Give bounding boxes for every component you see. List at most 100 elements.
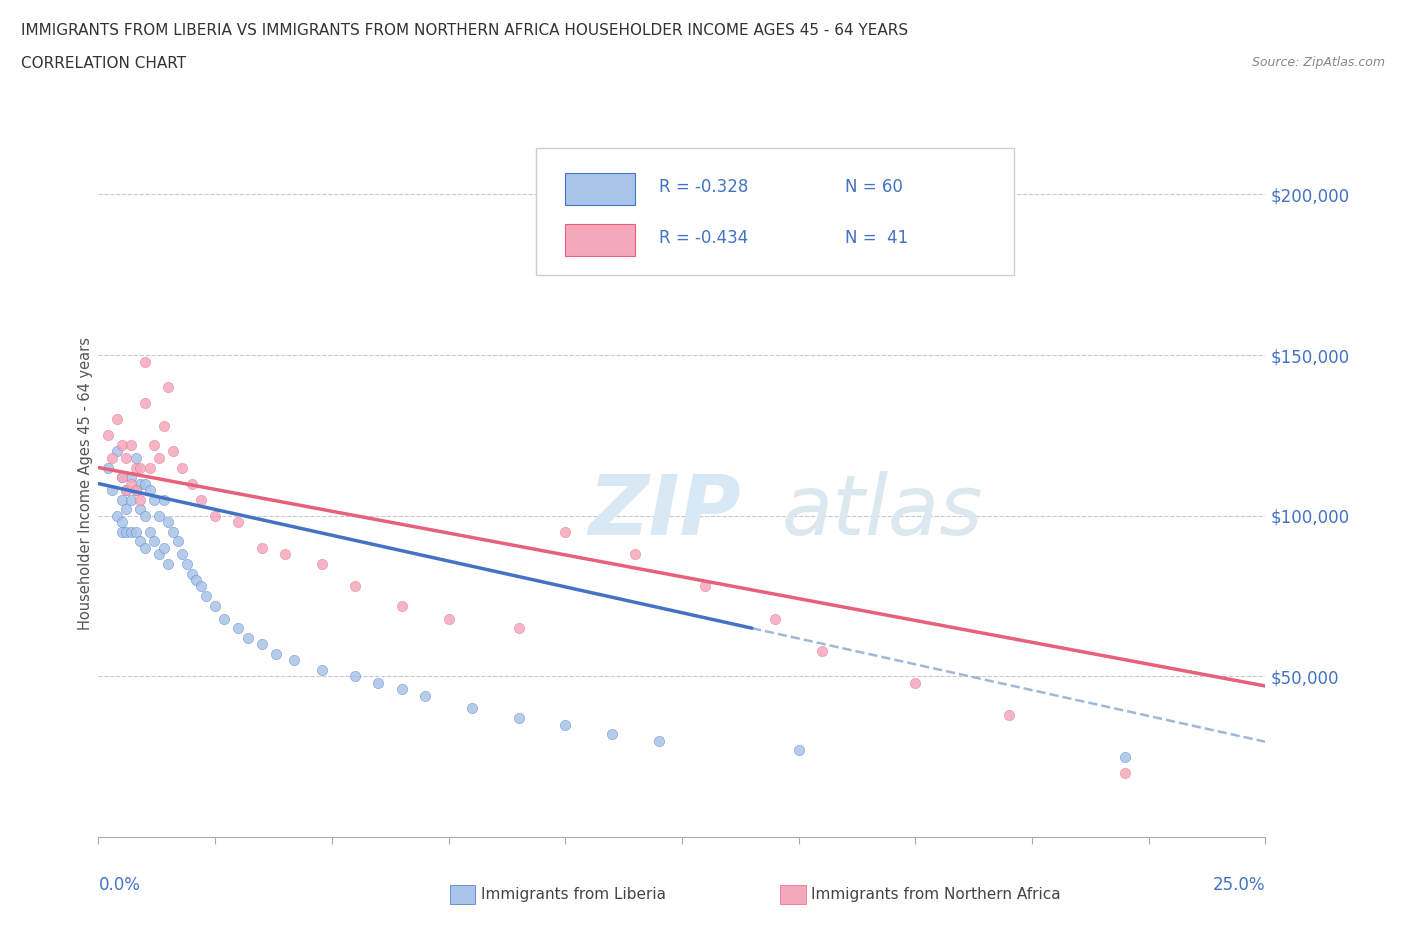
Point — [111, 492, 134, 507]
Point — [105, 412, 128, 427]
Point — [148, 450, 170, 465]
Point — [763, 611, 786, 626]
Point — [344, 669, 367, 684]
Point — [787, 743, 810, 758]
Point — [115, 450, 138, 465]
Point — [600, 726, 623, 741]
Point — [139, 460, 162, 475]
Point — [162, 444, 184, 458]
Point — [461, 701, 484, 716]
Point — [125, 450, 148, 465]
Point — [228, 620, 250, 635]
Point — [152, 492, 174, 507]
Point — [148, 547, 170, 562]
Point — [97, 460, 120, 475]
Point — [157, 514, 180, 529]
Point — [391, 682, 413, 697]
Text: Source: ZipAtlas.com: Source: ZipAtlas.com — [1251, 56, 1385, 69]
Point — [157, 379, 180, 394]
Point — [143, 492, 166, 507]
Point — [413, 688, 436, 703]
Point — [811, 644, 834, 658]
Point — [180, 566, 202, 581]
Point — [115, 483, 138, 498]
Point — [997, 708, 1019, 723]
Point — [250, 540, 273, 555]
Point — [1114, 750, 1136, 764]
Point — [125, 483, 148, 498]
Bar — [565, 224, 636, 256]
Point — [134, 354, 156, 369]
Text: R = -0.328: R = -0.328 — [658, 179, 748, 196]
Point — [115, 483, 138, 498]
FancyBboxPatch shape — [536, 148, 1015, 275]
Point — [115, 502, 138, 517]
Point — [190, 492, 212, 507]
Text: CORRELATION CHART: CORRELATION CHART — [21, 56, 186, 71]
Text: 0.0%: 0.0% — [98, 876, 141, 894]
Point — [134, 476, 156, 491]
Point — [157, 556, 180, 571]
Point — [143, 534, 166, 549]
Point — [554, 717, 576, 732]
Point — [134, 396, 156, 411]
Point — [129, 460, 152, 475]
Point — [367, 675, 389, 690]
Point — [143, 438, 166, 453]
Point — [129, 502, 152, 517]
Point — [125, 483, 148, 498]
Point — [120, 470, 142, 485]
Point — [134, 509, 156, 524]
Point — [111, 470, 134, 485]
Point — [120, 476, 142, 491]
Text: 25.0%: 25.0% — [1213, 876, 1265, 894]
Text: Immigrants from Liberia: Immigrants from Liberia — [481, 887, 666, 902]
Point — [194, 589, 217, 604]
Point — [134, 540, 156, 555]
Point — [172, 460, 194, 475]
Point — [554, 525, 576, 539]
Point — [152, 418, 174, 433]
Point — [1114, 765, 1136, 780]
Point — [204, 598, 226, 613]
Point — [311, 662, 333, 677]
Text: ZIP: ZIP — [589, 472, 741, 552]
Point — [97, 428, 120, 443]
Point — [228, 514, 250, 529]
Y-axis label: Householder Income Ages 45 - 64 years: Householder Income Ages 45 - 64 years — [77, 337, 93, 631]
Bar — [565, 173, 636, 206]
Point — [129, 492, 152, 507]
Point — [129, 476, 152, 491]
Point — [176, 556, 198, 571]
Point — [695, 579, 717, 594]
Point — [111, 470, 134, 485]
Point — [120, 525, 142, 539]
Point — [214, 611, 236, 626]
Point — [162, 525, 184, 539]
Point — [204, 509, 226, 524]
Point — [139, 525, 162, 539]
Point — [250, 637, 273, 652]
Point — [101, 450, 124, 465]
Point — [311, 556, 333, 571]
Point — [111, 438, 134, 453]
Point — [186, 573, 208, 588]
Point — [283, 653, 305, 668]
Text: N =  41: N = 41 — [845, 229, 908, 247]
Text: N = 60: N = 60 — [845, 179, 903, 196]
Point — [111, 514, 134, 529]
Point — [508, 711, 530, 725]
Point — [508, 620, 530, 635]
Point — [125, 525, 148, 539]
Point — [264, 646, 287, 661]
Point — [111, 525, 134, 539]
Point — [129, 534, 152, 549]
Point — [624, 547, 647, 562]
Point — [647, 733, 669, 748]
Point — [120, 438, 142, 453]
Point — [344, 579, 367, 594]
Point — [437, 611, 460, 626]
Point — [139, 483, 162, 498]
Point — [190, 579, 212, 594]
Point — [274, 547, 297, 562]
